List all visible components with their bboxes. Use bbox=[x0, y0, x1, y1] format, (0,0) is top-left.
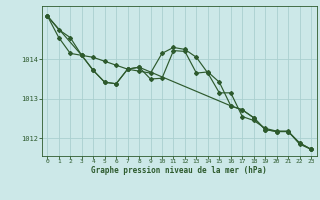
X-axis label: Graphe pression niveau de la mer (hPa): Graphe pression niveau de la mer (hPa) bbox=[91, 166, 267, 175]
